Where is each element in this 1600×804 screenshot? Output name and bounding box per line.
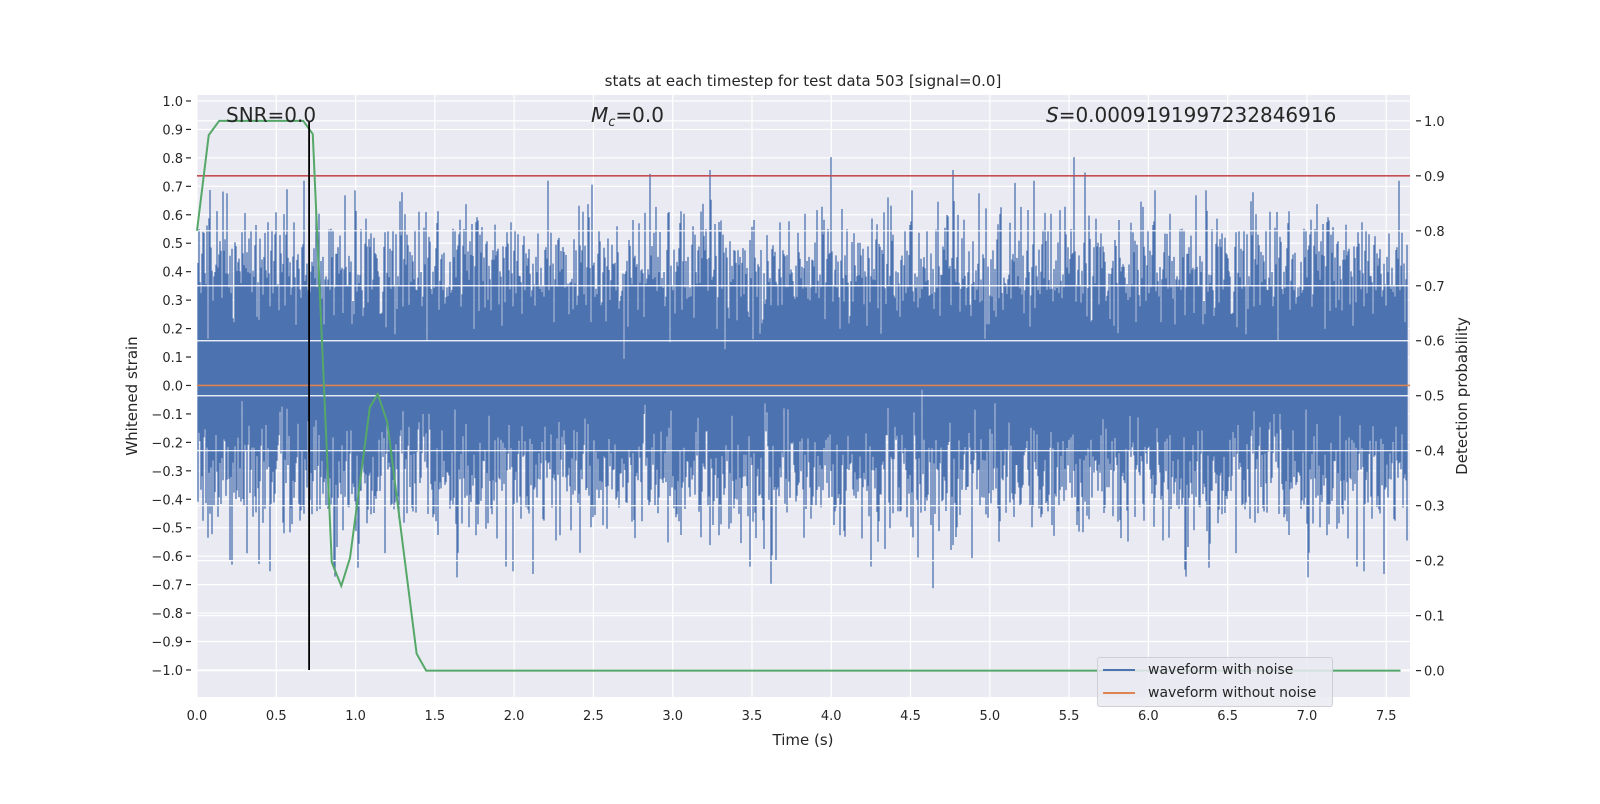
y2-tick-label: 0.2 bbox=[1424, 555, 1445, 570]
y-tick-label: −0.2 bbox=[151, 436, 183, 451]
annotation-mc: Mc=0.0 bbox=[591, 103, 664, 130]
y-tick-label: −0.5 bbox=[151, 522, 183, 537]
y-tick-label: 0.9 bbox=[162, 123, 183, 138]
y-tick-label: 0.3 bbox=[162, 294, 183, 309]
y2-tick-label: 0.1 bbox=[1424, 610, 1445, 625]
y2-tick-label: 0.3 bbox=[1424, 500, 1445, 515]
y2-axis-label: Detection probability bbox=[1453, 317, 1471, 475]
y2-tick-label: 0.9 bbox=[1424, 170, 1445, 185]
s-value: =0.0009191997232846916 bbox=[1059, 103, 1337, 127]
y-tick-label: −0.8 bbox=[151, 607, 183, 622]
annotation-s: S=0.0009191997232846916 bbox=[1046, 103, 1336, 127]
y-tick-label: 0.6 bbox=[162, 209, 183, 224]
y-tick-label: −1.0 bbox=[151, 664, 183, 679]
x-tick-label: 7.5 bbox=[1376, 709, 1397, 724]
y-tick-label: −0.3 bbox=[151, 465, 183, 480]
y-tick-label: 0.8 bbox=[162, 152, 183, 167]
y-tick-label: 0.5 bbox=[162, 237, 183, 252]
y2-tick-label: 0.0 bbox=[1424, 665, 1445, 680]
legend-swatch-blue bbox=[1103, 669, 1135, 671]
s-symbol: S bbox=[1046, 103, 1059, 127]
y2-tick-label: 0.8 bbox=[1424, 225, 1445, 240]
y-tick-label: 0.2 bbox=[162, 323, 183, 338]
annotation-snr: SNR=0.0 bbox=[226, 103, 316, 127]
y2-tick-label: 0.6 bbox=[1424, 335, 1445, 350]
x-tick-label: 4.0 bbox=[821, 709, 842, 724]
x-tick-label: 5.0 bbox=[979, 709, 1000, 724]
x-tick-label: 2.5 bbox=[583, 709, 604, 724]
y-tick-label: −0.9 bbox=[151, 636, 183, 651]
legend-item-without-noise: waveform without noise bbox=[1098, 682, 1332, 704]
y-tick-label: −0.4 bbox=[151, 493, 183, 508]
x-tick-label: 1.5 bbox=[424, 709, 445, 724]
y2-tick-label: 0.4 bbox=[1424, 445, 1445, 460]
chart-title: stats at each timestep for test data 503… bbox=[605, 72, 1002, 90]
mc-value: =0.0 bbox=[615, 103, 664, 127]
x-tick-label: 3.5 bbox=[742, 709, 763, 724]
legend-label: waveform with noise bbox=[1148, 662, 1293, 678]
x-tick-label: 2.0 bbox=[504, 709, 525, 724]
x-tick-label: 7.0 bbox=[1297, 709, 1318, 724]
x-tick-label: 4.5 bbox=[900, 709, 921, 724]
y-tick-label: 0.4 bbox=[162, 266, 183, 281]
y-axis-label: Whitened strain bbox=[123, 336, 141, 455]
y-tick-label: −0.1 bbox=[151, 408, 183, 423]
legend-label: waveform without noise bbox=[1148, 685, 1316, 701]
y2-tick-label: 1.0 bbox=[1424, 115, 1445, 130]
x-tick-label: 3.0 bbox=[662, 709, 683, 724]
y-tick-label: 0.1 bbox=[162, 351, 183, 366]
x-tick-label: 0.0 bbox=[187, 709, 208, 724]
x-tick-label: 6.0 bbox=[1138, 709, 1159, 724]
x-tick-label: 6.5 bbox=[1217, 709, 1238, 724]
x-tick-label: 0.5 bbox=[266, 709, 287, 724]
y2-tick-label: 0.5 bbox=[1424, 390, 1445, 405]
y-tick-label: 0.7 bbox=[162, 180, 183, 195]
legend: waveform with noise waveform without noi… bbox=[1097, 657, 1333, 707]
mc-subscript: c bbox=[608, 115, 615, 130]
legend-item-with-noise: waveform with noise bbox=[1098, 659, 1332, 681]
mc-symbol: M bbox=[591, 103, 608, 127]
x-axis-label: Time (s) bbox=[772, 731, 834, 749]
y-tick-label: −0.7 bbox=[151, 579, 183, 594]
y-tick-label: 0.0 bbox=[162, 379, 183, 394]
y-tick-label: 1.0 bbox=[162, 95, 183, 110]
y2-tick-label: 0.7 bbox=[1424, 280, 1445, 295]
legend-swatch-orange bbox=[1103, 692, 1135, 694]
x-tick-label: 1.0 bbox=[345, 709, 366, 724]
x-tick-label: 5.5 bbox=[1059, 709, 1080, 724]
y-tick-label: −0.6 bbox=[151, 550, 183, 565]
